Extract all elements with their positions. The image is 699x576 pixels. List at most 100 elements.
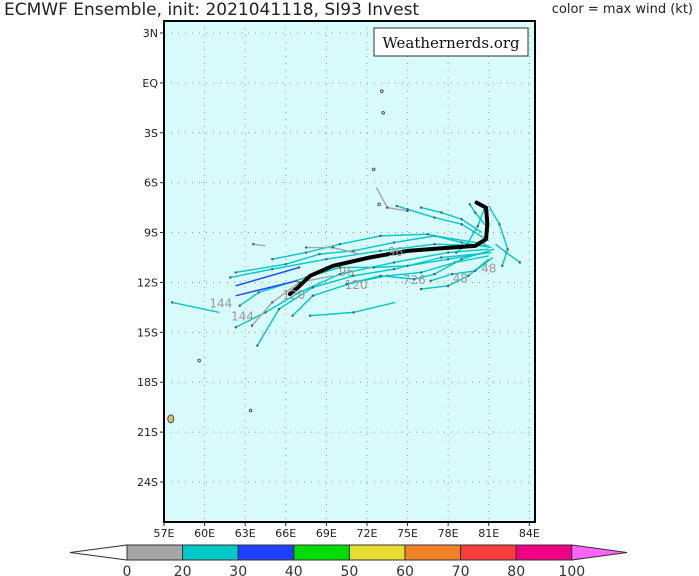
- track-point: [419, 206, 423, 209]
- lat-tick-label: 15S: [137, 326, 158, 339]
- track-point: [446, 251, 450, 254]
- track-point: [318, 252, 321, 256]
- colorbar-bin: [404, 544, 462, 561]
- lon-tick-label: 81E: [478, 527, 499, 540]
- track-point: [460, 218, 463, 221]
- track-point: [234, 326, 237, 329]
- lon-tick-label: 60E: [194, 527, 215, 540]
- track-point: [304, 251, 308, 254]
- track-point: [284, 262, 287, 266]
- track-point: [308, 314, 312, 317]
- track-point: [331, 246, 335, 249]
- lon-tick-label: 84E: [519, 527, 540, 540]
- lat-tick-label: 21S: [137, 426, 158, 439]
- ensemble-track: [239, 251, 489, 307]
- ensemble-track: [253, 243, 266, 247]
- colorbar-bin: [348, 544, 406, 561]
- forecast-hour-label: 144: [231, 310, 254, 324]
- lat-tick-label: 12S: [137, 276, 158, 289]
- forecast-hour-label: 48: [453, 271, 468, 285]
- track-point: [419, 287, 423, 291]
- track-point: [518, 261, 522, 264]
- colorbar-label: 40: [285, 564, 303, 576]
- track-point: [446, 284, 450, 287]
- lat-tick-label: 3S: [144, 127, 158, 140]
- track-point: [460, 257, 463, 261]
- forecast-hour-label: 48: [481, 261, 496, 275]
- track-point: [386, 206, 389, 209]
- track-point: [433, 243, 436, 246]
- ensemble-track: [230, 243, 489, 279]
- track-point: [379, 234, 382, 238]
- forecast-hour-label: 726: [403, 273, 426, 287]
- track-point: [252, 243, 255, 246]
- forecast-hour-label: 144: [209, 296, 232, 310]
- lon-tick-label: 66E: [275, 527, 296, 540]
- track-point: [271, 267, 274, 271]
- colorbar-under-arrow: [69, 544, 128, 561]
- track-point: [501, 264, 504, 268]
- island: [377, 202, 381, 207]
- colorbar-bin: [515, 544, 573, 561]
- ensemble-track: [251, 275, 334, 327]
- lon-tick-label: 75E: [397, 527, 418, 540]
- island-mauritius: [167, 414, 175, 424]
- track-point: [311, 294, 315, 297]
- track-point: [304, 246, 308, 249]
- track-point: [429, 279, 432, 282]
- watermark: Weathernerds.org: [382, 34, 520, 52]
- colorbar-bin: [237, 544, 295, 561]
- watermark-box: [373, 27, 529, 57]
- colorbar-bin: [126, 544, 184, 561]
- island: [380, 89, 384, 94]
- colorbar-label: 20: [174, 564, 192, 576]
- colorbar-label: 0: [123, 564, 132, 576]
- ensemble-track: [171, 301, 220, 314]
- colorbar-bin: [182, 544, 239, 561]
- track-point: [440, 211, 443, 214]
- ensemble-track: [235, 280, 297, 297]
- track-point: [460, 241, 463, 244]
- lat-tick-label: 6S: [144, 177, 158, 190]
- track-point: [311, 286, 315, 289]
- track-point: [234, 271, 237, 274]
- track-point: [352, 249, 355, 253]
- track-point: [498, 223, 501, 226]
- lon-tick-label: 57E: [154, 527, 175, 540]
- track-point: [372, 266, 375, 269]
- ensemble-track: [430, 256, 494, 282]
- colorbar-label: 100: [558, 564, 585, 576]
- forecast-hour-label: 120: [345, 278, 368, 292]
- map-frame: [163, 20, 536, 523]
- ensemble-mean-track: [287, 200, 490, 297]
- track-point: [413, 277, 416, 281]
- track-point: [392, 241, 396, 244]
- track-point: [506, 247, 509, 251]
- ensemble-track: [346, 248, 495, 285]
- track-point: [395, 204, 398, 208]
- track-point: [352, 311, 355, 314]
- track-point: [433, 216, 436, 219]
- lat-tick-label: 9S: [144, 227, 158, 240]
- lon-tick-label: 78E: [438, 527, 459, 540]
- colorbar-over-arrow: [571, 544, 628, 561]
- track-point: [446, 257, 450, 261]
- colorbar-label: 30: [229, 564, 247, 576]
- track-point: [468, 203, 471, 206]
- lon-tick-label: 69E: [316, 527, 337, 540]
- track-point: [271, 301, 274, 304]
- track-point: [325, 257, 328, 261]
- track-point: [455, 251, 458, 254]
- track-point: [295, 279, 298, 282]
- track-point: [379, 249, 382, 253]
- track-point: [433, 272, 436, 276]
- track-point: [473, 269, 477, 273]
- lon-tick-label: 63E: [235, 527, 256, 540]
- lat-tick-label: 3N: [143, 27, 158, 40]
- track-point: [392, 267, 396, 271]
- track-point: [345, 282, 348, 286]
- track-point: [460, 223, 463, 226]
- track-point: [291, 314, 294, 317]
- chart-title: ECMWF Ensemble, init: 2021041118, SI93 I…: [4, 0, 420, 20]
